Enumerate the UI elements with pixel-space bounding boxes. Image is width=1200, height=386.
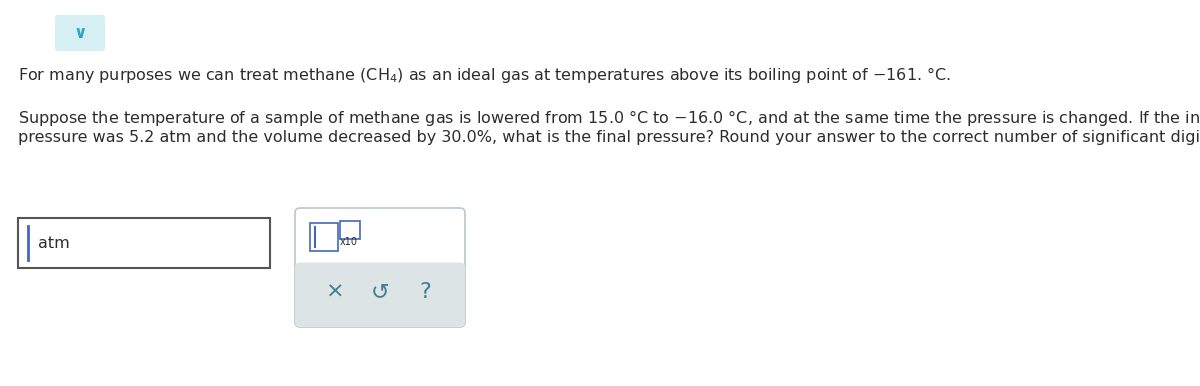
Text: ↺: ↺ bbox=[371, 282, 389, 302]
FancyBboxPatch shape bbox=[301, 267, 458, 278]
Text: atm: atm bbox=[38, 235, 70, 251]
Text: ×: × bbox=[326, 282, 344, 302]
Text: ?: ? bbox=[419, 282, 431, 302]
FancyBboxPatch shape bbox=[310, 223, 338, 251]
Text: ∨: ∨ bbox=[73, 24, 86, 42]
Text: x10: x10 bbox=[340, 237, 358, 247]
Text: pressure was 5.2 atm and the volume decreased by 30.0%, what is the final pressu: pressure was 5.2 atm and the volume decr… bbox=[18, 130, 1200, 145]
FancyBboxPatch shape bbox=[340, 221, 360, 239]
FancyBboxPatch shape bbox=[295, 208, 466, 327]
FancyBboxPatch shape bbox=[55, 15, 106, 51]
Text: For many purposes we can treat methane $\left(\mathrm{CH_4}\right)$ as an ideal : For many purposes we can treat methane $… bbox=[18, 65, 952, 85]
Text: Suppose the temperature of a sample of methane gas is lowered from 15.0 °C to $-: Suppose the temperature of a sample of m… bbox=[18, 108, 1200, 128]
FancyBboxPatch shape bbox=[295, 262, 466, 327]
FancyBboxPatch shape bbox=[18, 218, 270, 268]
